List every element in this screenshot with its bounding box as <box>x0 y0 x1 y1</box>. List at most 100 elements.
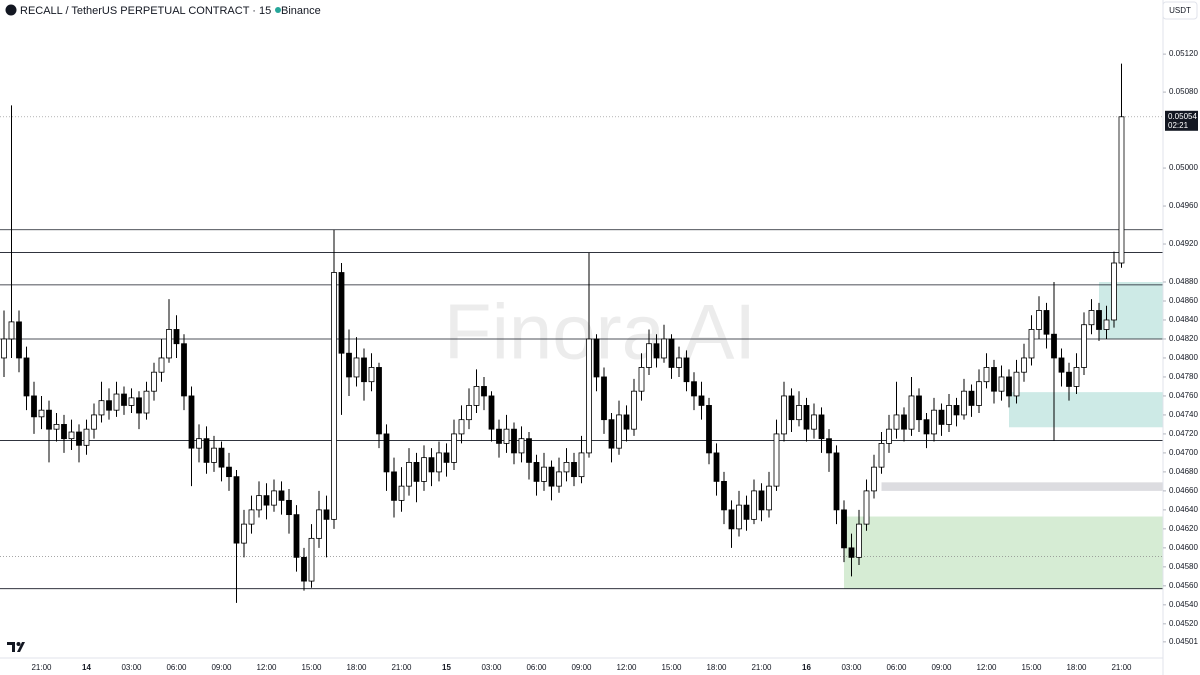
zone <box>1009 392 1163 428</box>
y-tick-label: 0.04540 <box>1169 600 1198 609</box>
candle-body <box>83 428 90 446</box>
last-price-badge <box>1165 110 1198 131</box>
candle-body <box>541 466 547 482</box>
x-tick-label: 15 <box>442 663 451 672</box>
candle-body <box>548 466 555 487</box>
candle-body <box>301 556 307 582</box>
candle-body <box>533 462 540 482</box>
candle-body <box>91 414 97 430</box>
zone <box>844 516 1163 589</box>
candle-body <box>706 405 712 454</box>
y-tick-label: 0.04740 <box>1169 410 1198 419</box>
y-tick-label: 0.04520 <box>1169 619 1198 628</box>
candles <box>1 63 1125 603</box>
candle-body <box>128 397 135 406</box>
candle-body <box>458 419 465 435</box>
y-tick-label: 0.04560 <box>1169 581 1198 590</box>
candle-body <box>68 431 75 440</box>
zone <box>881 482 1163 491</box>
candle-body <box>338 272 345 354</box>
candle-body <box>1 338 7 359</box>
chart-title: RECALL / TetherUS PERPETUAL CONTRACT · 1… <box>20 5 321 17</box>
x-tick-label: 14 <box>82 663 91 672</box>
candle-body <box>376 367 382 435</box>
candle-body <box>203 438 210 463</box>
candle-body <box>983 367 990 383</box>
candle-body <box>698 395 705 406</box>
candle-body <box>878 443 885 468</box>
candle-body <box>488 395 495 430</box>
candle-body <box>346 352 352 378</box>
y-tick-label: 0.04580 <box>1169 562 1198 571</box>
candle-body <box>608 419 615 449</box>
y-tick-label: 0.04760 <box>1169 391 1198 400</box>
candle-body <box>158 357 165 373</box>
x-tick-label: 12:00 <box>256 663 277 672</box>
candle-body <box>166 329 172 359</box>
y-tick-label: 0.04680 <box>1169 467 1198 476</box>
y-tick-label: 0.05120 <box>1169 49 1198 58</box>
candle-body <box>713 452 720 482</box>
candle-body <box>616 414 622 449</box>
candle-body <box>451 433 457 463</box>
candle-body <box>526 438 532 463</box>
candle-body <box>893 414 900 430</box>
candle-body <box>601 376 607 421</box>
candle-body <box>623 414 630 430</box>
candle-body <box>353 357 360 378</box>
x-tick-label: 03:00 <box>121 663 142 672</box>
candle-body <box>406 462 412 487</box>
y-tick-label: 0.04600 <box>1169 543 1198 552</box>
candle-body <box>781 395 787 435</box>
candle-body <box>211 447 217 463</box>
y-tick-label: 0.04960 <box>1169 201 1198 210</box>
x-tick-label: 09:00 <box>931 663 952 672</box>
candle-body <box>1051 333 1057 359</box>
candle-body <box>61 424 67 440</box>
x-tick-label: 15:00 <box>661 663 682 672</box>
zones <box>844 282 1163 589</box>
candle-body <box>758 490 765 511</box>
x-tick-label: 06:00 <box>886 663 907 672</box>
currency-button[interactable] <box>1162 1 1198 20</box>
y-tick-label: 0.04620 <box>1169 524 1198 533</box>
candle-body <box>1006 376 1012 397</box>
candle-body <box>293 514 300 558</box>
candle-body <box>938 409 945 425</box>
symbol-icon <box>5 4 17 16</box>
candle-body <box>631 390 637 430</box>
candle-body <box>991 367 997 392</box>
x-tick-label: 18:00 <box>706 663 727 672</box>
candle-body <box>833 452 840 511</box>
candle-body <box>31 395 37 418</box>
candle-body <box>278 490 285 501</box>
candle-body <box>38 409 45 418</box>
candle-body <box>848 547 855 558</box>
status-dot <box>275 7 281 13</box>
candle-body <box>736 504 742 530</box>
currency-label[interactable]: USDT <box>1169 6 1191 15</box>
candle-body <box>181 343 187 397</box>
candle-body <box>751 490 757 520</box>
y-tick-label: 0.04660 <box>1169 486 1198 495</box>
candle-body <box>946 405 952 425</box>
candle-body <box>728 509 735 530</box>
candle-body <box>256 495 262 511</box>
countdown-label: 02:21 <box>1168 121 1189 130</box>
candle-body <box>773 433 780 487</box>
candle-body <box>931 409 937 435</box>
axes: 0.04501 0.04520 0.04540 0.04560 0.04580 0.046… <box>31 49 1198 672</box>
x-tick-label: 06:00 <box>166 663 187 672</box>
candle-body <box>53 424 60 430</box>
watermark: Finora AI <box>444 288 756 376</box>
y-tick-label: 0.04780 <box>1169 372 1198 381</box>
candle-body <box>953 405 960 416</box>
candle-body <box>368 367 375 383</box>
candle-body <box>556 471 562 487</box>
candle-body <box>263 495 270 506</box>
candle-body <box>1111 262 1117 321</box>
y-tick-label: 0.04860 <box>1169 296 1198 305</box>
x-tick-label: 03:00 <box>841 663 862 672</box>
candle-body <box>803 405 810 430</box>
